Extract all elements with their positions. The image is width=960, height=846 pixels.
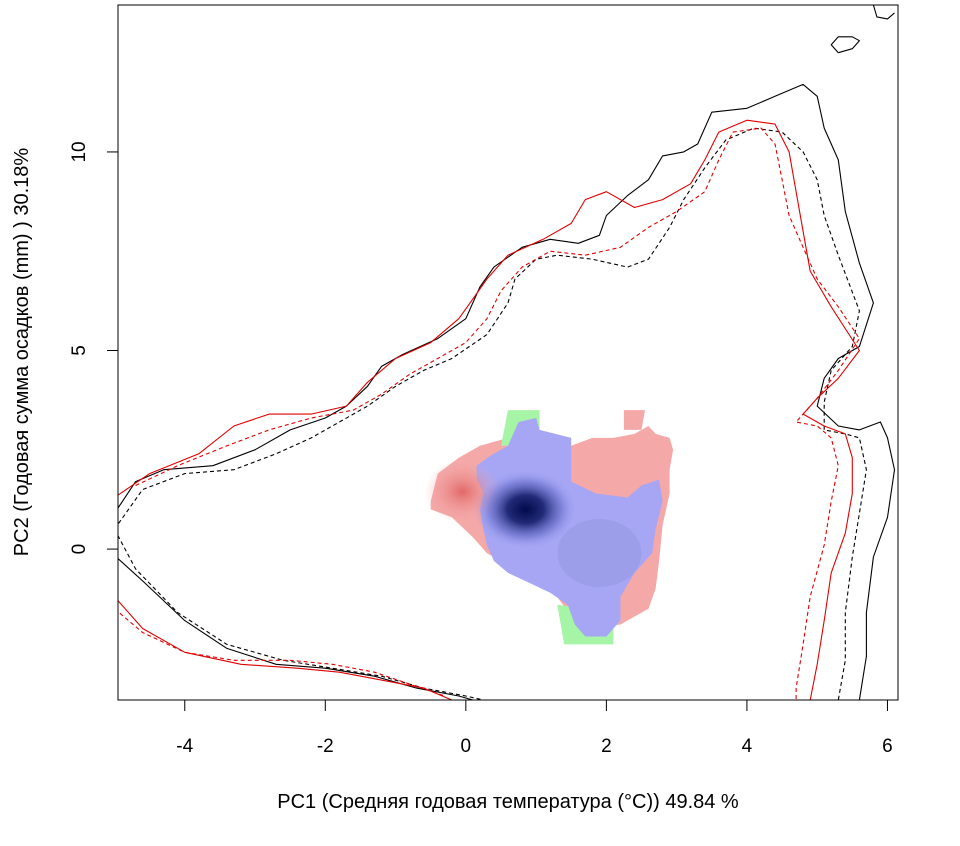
x-tick-label: -4 <box>176 736 193 757</box>
contour-red-dashed <box>135 127 860 700</box>
contour-black-dashed-tail <box>118 534 484 700</box>
contour-black-island-2 <box>872 5 895 20</box>
contour-red-solid <box>118 119 860 700</box>
x-tick-label: 4 <box>742 736 753 757</box>
density-peak <box>473 469 578 550</box>
plot-area <box>118 5 896 700</box>
contour-black-island-1 <box>830 36 860 54</box>
x-tick-label: 0 <box>461 736 472 757</box>
contour-black-dashed <box>118 127 867 700</box>
x-axis-title: PC1 (Средняя годовая температура (°C)) 4… <box>277 791 739 813</box>
density-secondary <box>557 519 642 588</box>
contour-lines <box>118 5 896 700</box>
x-tick-label: -2 <box>317 736 334 757</box>
contour-red-solid-tail <box>118 599 453 700</box>
contour-black-solid <box>118 83 896 700</box>
plot-frame <box>117 4 899 701</box>
y-tick-label: 5 <box>69 345 90 356</box>
density-layer <box>424 459 642 588</box>
y-tick-label: 10 <box>69 141 90 162</box>
x-axis: -4 -2 0 2 4 6 <box>176 699 893 757</box>
y-axis-title: PC2 (Годовая сумма осадков (mm) ) 30.18% <box>11 148 33 557</box>
y-tick-label: 0 <box>69 544 90 555</box>
region-red-island <box>623 410 645 430</box>
y-axis: 0 5 10 <box>69 141 119 555</box>
x-tick-label: 6 <box>882 736 893 757</box>
contour-red-dashed-tail <box>118 610 445 697</box>
contour-black-solid-tail <box>118 557 474 700</box>
x-tick-label: 2 <box>601 736 612 757</box>
